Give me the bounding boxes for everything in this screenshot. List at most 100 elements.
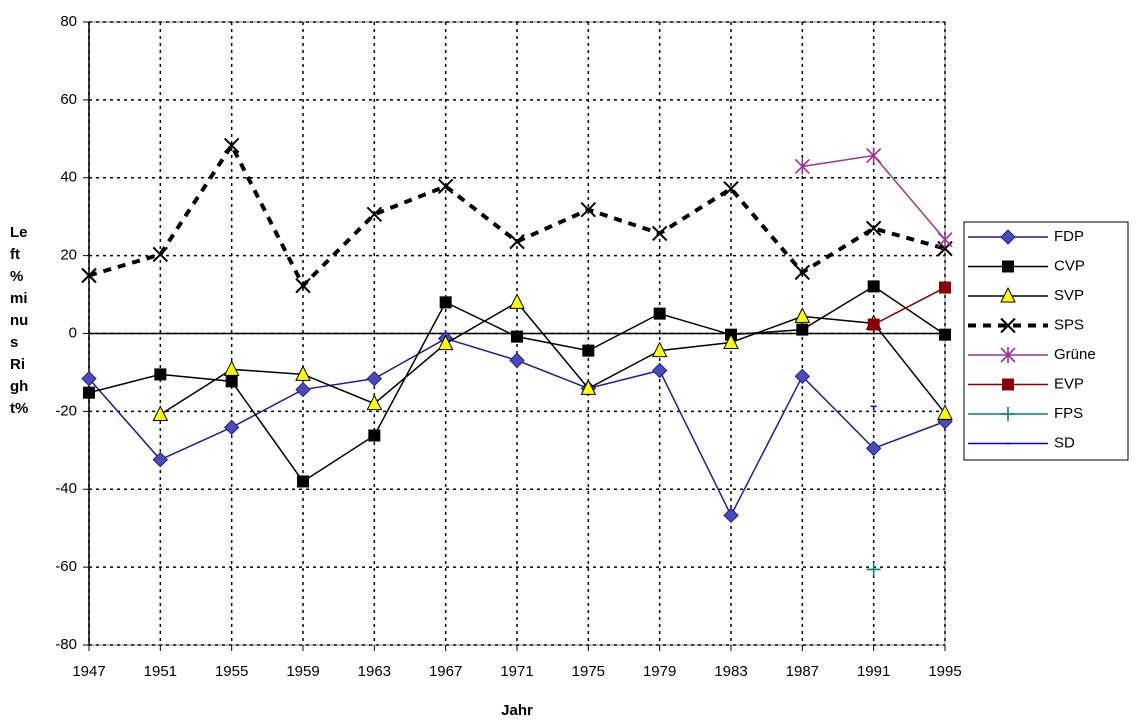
legend-label: CVP (1054, 257, 1085, 274)
marker (794, 158, 810, 175)
y-axis-label: Ri (10, 356, 25, 373)
marker (865, 220, 882, 237)
marker (509, 293, 525, 309)
marker (867, 280, 880, 293)
y-axis-label: mi (10, 290, 28, 307)
marker (1002, 378, 1014, 391)
marker (723, 507, 739, 524)
y-axis-label: Le (10, 224, 28, 241)
y-tick-label: 60 (60, 91, 77, 108)
marker (223, 419, 240, 436)
marker (794, 368, 811, 385)
x-tick-label: 1947 (72, 663, 105, 680)
y-axis-label: s (10, 334, 18, 351)
legend-label: FPS (1054, 405, 1083, 422)
marker (937, 231, 953, 248)
marker (83, 386, 95, 399)
marker (154, 368, 167, 381)
marker (865, 440, 882, 457)
marker (1000, 347, 1016, 363)
marker (152, 246, 169, 263)
marker (366, 370, 383, 387)
marker (1002, 260, 1014, 273)
x-tick-label: 1955 (215, 663, 248, 680)
marker (939, 328, 951, 341)
y-tick-label: 20 (60, 247, 77, 264)
x-tick-label: 1991 (857, 663, 890, 680)
marker (723, 333, 739, 349)
marker (939, 281, 951, 294)
y-tick-label: 80 (60, 13, 77, 30)
marker (794, 307, 811, 323)
x-tick-label: 1951 (144, 663, 177, 680)
x-tick-label: 1971 (500, 663, 533, 680)
marker (653, 307, 666, 320)
marker (223, 137, 240, 154)
y-axis-label: % (10, 268, 23, 285)
x-tick-label: 1959 (286, 663, 319, 680)
legend: FDP CVP SVP SPS Grüne EVP FPS SD (963, 221, 1129, 461)
y-tick-label: -40 (55, 480, 77, 497)
marker (937, 404, 953, 420)
marker (794, 264, 811, 281)
x-tick-label: 1995 (928, 663, 961, 680)
marker (225, 375, 238, 388)
y-axis-label: ft (10, 246, 20, 263)
marker (511, 330, 523, 343)
y-axis-label: t% (10, 400, 28, 417)
y-axis-label: nu (10, 312, 28, 329)
x-axis-label: Jahr (501, 702, 533, 719)
marker (81, 267, 97, 284)
y-tick-label: -60 (55, 558, 77, 575)
x-tick-label: 1983 (714, 663, 747, 680)
x-tick-label: 1979 (643, 663, 676, 680)
marker (1000, 317, 1016, 334)
marker (580, 201, 597, 218)
marker (152, 451, 169, 468)
legend-label: Grüne (1054, 346, 1096, 363)
marker (295, 365, 311, 381)
legend-label: FDP (1054, 228, 1084, 245)
marker (295, 381, 311, 398)
legend-label: SVP (1054, 287, 1084, 304)
marker (437, 334, 454, 351)
marker (1000, 286, 1016, 303)
x-tick-label: 1987 (786, 663, 819, 680)
marker (796, 323, 809, 336)
marker (368, 429, 381, 442)
series-line (873, 286, 946, 326)
marker (437, 178, 454, 195)
x-tick-label: 1975 (572, 663, 605, 680)
marker (866, 562, 881, 577)
marker (297, 475, 309, 488)
marker (651, 341, 668, 358)
marker (223, 360, 240, 376)
marker (867, 318, 880, 331)
marker (509, 352, 525, 369)
marker (439, 296, 452, 309)
y-axis-label: gh (10, 378, 28, 395)
marker (1001, 407, 1015, 421)
marker (509, 233, 525, 250)
x-tick-label: 1963 (358, 663, 391, 680)
marker (651, 225, 668, 242)
y-tick-label: 0 (69, 324, 77, 341)
marker (723, 180, 739, 197)
marker (1000, 229, 1016, 245)
series-line (159, 301, 946, 416)
marker (152, 405, 169, 421)
marker (651, 362, 668, 379)
legend-label: SD (1054, 434, 1075, 451)
legend-label: EVP (1054, 375, 1084, 392)
marker (81, 370, 97, 387)
x-tick-label: 1967 (429, 663, 462, 680)
y-tick-label: 40 (60, 169, 77, 186)
marker (866, 147, 882, 164)
marker (366, 206, 383, 223)
legend-box (963, 221, 1129, 461)
marker (295, 277, 311, 294)
marker (582, 344, 595, 357)
legend-label: SPS (1054, 316, 1084, 333)
